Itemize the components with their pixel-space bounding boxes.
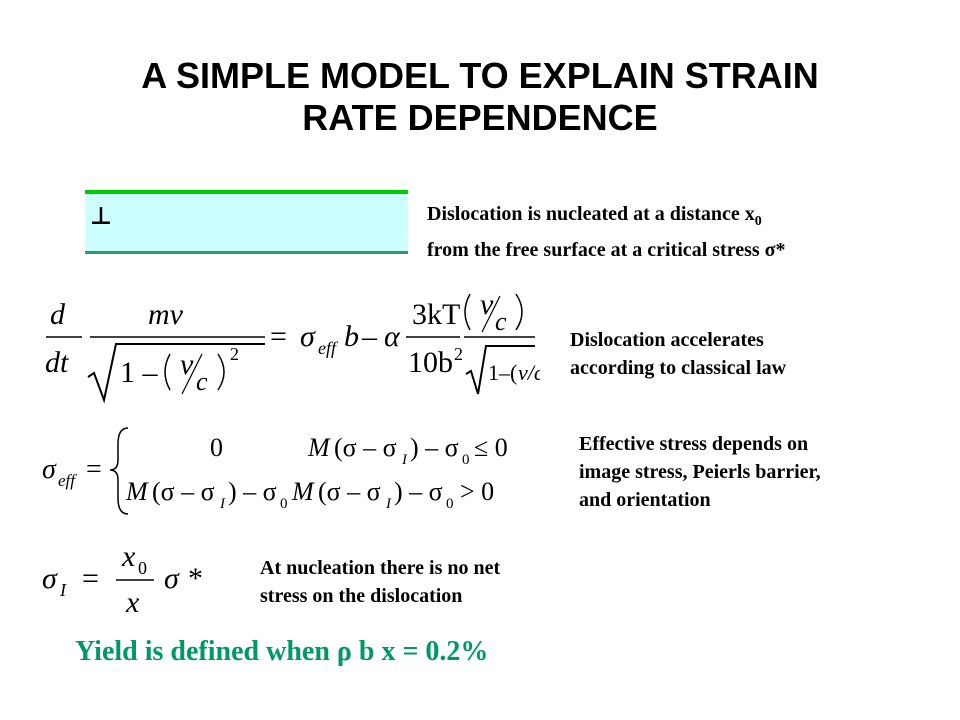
- svg-text:10b: 10b: [408, 346, 453, 379]
- svg-text:I: I: [219, 496, 226, 512]
- effective-line-2: image stress, Peierls barrier,: [579, 461, 821, 483]
- svg-text:1 –: 1 –: [120, 356, 159, 389]
- effective-line-1: Effective stress depends on: [579, 433, 809, 455]
- svg-text:=: =: [86, 454, 102, 485]
- dislocation-symbol: ⊥: [90, 202, 112, 230]
- svg-text:0: 0: [446, 496, 454, 512]
- svg-text:b: b: [344, 320, 359, 353]
- title-line-2: RATE DEPENDENCE: [302, 97, 658, 138]
- free-surface-edge: [85, 190, 408, 194]
- svg-text:eff: eff: [58, 471, 77, 490]
- svg-text:(σ – σ: (σ – σ: [318, 477, 381, 506]
- svg-text:(σ – σ: (σ – σ: [152, 477, 215, 506]
- slide-title: A SIMPLE MODEL TO EXPLAIN STRAIN RATE DE…: [0, 55, 960, 139]
- svg-text:c: c: [196, 367, 208, 396]
- crystal-slab-diagram: ⊥: [85, 190, 408, 254]
- svg-text:1–(: 1–(: [488, 360, 517, 385]
- no-net-line-1: At nucleation there is no net: [260, 557, 501, 579]
- svg-text:M: M: [307, 433, 331, 462]
- svg-text:dt: dt: [45, 346, 69, 379]
- svg-text:M: M: [291, 477, 315, 506]
- effective-stress-note: Effective stress depends on image stress…: [579, 430, 821, 514]
- svg-text:) – σ: ) – σ: [394, 477, 443, 506]
- svg-text:α: α: [384, 320, 401, 353]
- no-net-line-2: stress on the dislocation: [260, 585, 463, 607]
- svg-text:0: 0: [138, 558, 147, 578]
- svg-text:σ: σ: [42, 454, 57, 485]
- svg-text:=: =: [270, 320, 287, 353]
- acceleration-line-1: Dislocation accelerates: [570, 329, 764, 351]
- svg-text:v: v: [180, 348, 194, 381]
- svg-text:d: d: [50, 298, 66, 331]
- svg-text:I: I: [59, 580, 67, 600]
- svg-text:σ: σ: [164, 562, 180, 595]
- svg-text:x: x: [125, 586, 140, 619]
- acceleration-line-2: according to classical law: [570, 357, 787, 379]
- svg-text:2: 2: [454, 344, 463, 364]
- svg-text:3kT: 3kT: [412, 298, 460, 331]
- svg-text:2: 2: [230, 344, 239, 364]
- svg-text:σ: σ: [300, 320, 316, 353]
- svg-text:I: I: [385, 496, 392, 512]
- title-line-1: A SIMPLE MODEL TO EXPLAIN STRAIN: [141, 55, 819, 96]
- svg-text:*: *: [188, 562, 203, 595]
- svg-text:=: =: [82, 562, 99, 595]
- nucleation-text-a: Dislocation is nucleated at a distance x: [427, 203, 755, 225]
- svg-text:mv: mv: [148, 298, 184, 331]
- svg-text:c: c: [495, 307, 507, 336]
- svg-text:) – σ: ) – σ: [228, 477, 277, 506]
- effective-line-3: and orientation: [579, 489, 711, 511]
- svg-text:0: 0: [280, 496, 288, 512]
- svg-text:v/c: v/c: [518, 360, 540, 385]
- nucleation-line-2: from the free surface at a critical stre…: [427, 239, 786, 261]
- effective-stress-equation: σ eff = 0 M (σ – σ I ) – σ 0 ≤ 0 M (σ – …: [42, 427, 508, 515]
- svg-text:–: –: [361, 320, 378, 353]
- svg-text:σ: σ: [42, 562, 58, 595]
- crystal-bottom-edge: [85, 251, 408, 254]
- svg-text:M: M: [125, 477, 149, 506]
- svg-text:I: I: [401, 452, 408, 468]
- svg-text:) – σ: ) – σ: [410, 433, 459, 462]
- svg-text:> 0: > 0: [460, 477, 494, 506]
- svg-text:eff: eff: [318, 338, 339, 358]
- svg-text:≤ 0: ≤ 0: [474, 433, 508, 462]
- no-net-stress-note: At nucleation there is no net stress on …: [260, 554, 500, 610]
- nucleation-line-1: Dislocation is nucleated at a distance x…: [427, 200, 786, 236]
- image-stress-equation: σ I = x 0 x σ *: [42, 540, 203, 619]
- svg-text:v: v: [480, 288, 494, 321]
- svg-text:x: x: [121, 540, 136, 573]
- svg-text:0: 0: [462, 452, 470, 468]
- svg-text:0: 0: [210, 433, 223, 462]
- nucleation-note: Dislocation is nucleated at a distance x…: [427, 200, 786, 264]
- motion-equation: d dt mv 1 – v c 2 = σ eff b – α 3kT 10b …: [45, 288, 540, 404]
- svg-text:(σ – σ: (σ – σ: [334, 433, 397, 462]
- acceleration-note: Dislocation accelerates according to cla…: [570, 326, 786, 382]
- yield-definition: Yield is defined when ρ b x = 0.2%: [75, 636, 489, 667]
- nucleation-subscript: 0: [754, 214, 762, 229]
